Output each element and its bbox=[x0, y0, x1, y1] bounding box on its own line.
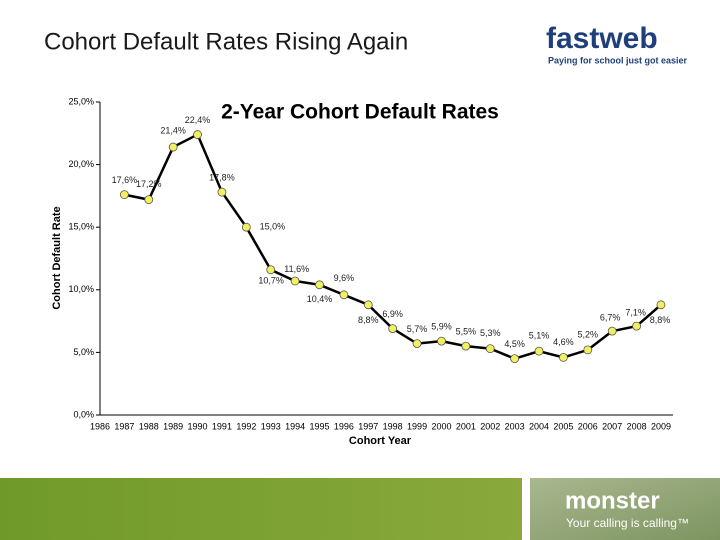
marker bbox=[583, 345, 593, 355]
x-tick-label: 1989 bbox=[163, 421, 183, 431]
x-tick-label: 2001 bbox=[456, 421, 476, 431]
x-tick-label: 2000 bbox=[431, 421, 451, 431]
data-label: 9,6% bbox=[334, 273, 355, 283]
x-tick-label: 2003 bbox=[505, 421, 525, 431]
slide-title: Cohort Default Rates Rising Again bbox=[44, 28, 408, 55]
monster-box bbox=[530, 478, 720, 540]
data-label: 5,5% bbox=[456, 327, 477, 337]
marker bbox=[144, 195, 154, 205]
marker bbox=[119, 190, 129, 200]
y-tick-label: 25,0% bbox=[68, 96, 94, 106]
data-label: 5,3% bbox=[480, 328, 501, 338]
fastweb-tagline: Paying for school just got easier bbox=[548, 55, 688, 65]
x-tick-label: 1994 bbox=[285, 421, 305, 431]
data-label: 5,2% bbox=[578, 329, 599, 339]
data-label: 15,0% bbox=[260, 222, 286, 232]
x-tick-label: 1987 bbox=[114, 421, 134, 431]
data-label: 6,7% bbox=[600, 312, 621, 322]
x-tick-label: 1991 bbox=[212, 421, 232, 431]
data-label: 7,1% bbox=[625, 307, 646, 317]
marker bbox=[266, 265, 276, 275]
x-tick-label: 2006 bbox=[578, 421, 598, 431]
x-tick-label: 2008 bbox=[627, 421, 647, 431]
x-tick-label: 2004 bbox=[529, 421, 549, 431]
data-label: 5,9% bbox=[431, 322, 452, 332]
chart-title: 2-Year Cohort Default Rates bbox=[221, 101, 499, 124]
marker bbox=[241, 222, 251, 232]
data-label: 8,8% bbox=[650, 315, 671, 325]
data-label: 17,8% bbox=[209, 173, 235, 183]
data-label: 22,4% bbox=[185, 115, 211, 125]
x-tick-label: 1990 bbox=[188, 421, 208, 431]
x-tick-label: 1993 bbox=[261, 421, 281, 431]
data-label: 6,9% bbox=[382, 309, 403, 319]
marker bbox=[193, 130, 202, 139]
data-label: 8,8% bbox=[358, 315, 379, 325]
marker bbox=[632, 321, 641, 331]
x-tick-label: 1997 bbox=[358, 421, 378, 431]
monster-logo: monster bbox=[565, 487, 660, 514]
fastweb-logo: fastweb bbox=[546, 22, 658, 55]
x-tick-label: 1995 bbox=[309, 421, 329, 431]
data-label: 10,7% bbox=[258, 275, 284, 285]
x-tick-label: 1996 bbox=[334, 421, 354, 431]
data-label: 4,5% bbox=[504, 339, 525, 349]
x-axis-label: Cohort Year bbox=[349, 435, 412, 447]
marker bbox=[315, 280, 324, 290]
marker bbox=[363, 300, 373, 310]
x-tick-label: 2002 bbox=[480, 421, 500, 431]
y-tick-label: 10,0% bbox=[68, 284, 94, 294]
y-tick-label: 20,0% bbox=[68, 159, 94, 169]
marker bbox=[168, 142, 178, 152]
marker bbox=[485, 344, 495, 354]
bottom-band bbox=[0, 478, 522, 540]
data-label: 5,7% bbox=[407, 324, 428, 334]
data-label: 10,4% bbox=[307, 294, 333, 304]
data-label: 17,2% bbox=[136, 179, 162, 189]
marker bbox=[656, 300, 666, 310]
marker bbox=[339, 290, 349, 300]
marker bbox=[461, 341, 471, 351]
marker bbox=[412, 339, 422, 349]
x-tick-label: 1986 bbox=[90, 421, 110, 431]
y-tick-label: 15,0% bbox=[68, 222, 94, 232]
marker bbox=[607, 326, 617, 336]
marker bbox=[510, 354, 520, 364]
marker bbox=[217, 187, 227, 197]
data-label: 17,6% bbox=[112, 175, 138, 185]
marker bbox=[534, 346, 544, 356]
marker bbox=[290, 276, 300, 286]
x-tick-label: 2007 bbox=[602, 421, 622, 431]
marker bbox=[559, 353, 568, 362]
data-label: 5,1% bbox=[529, 331, 550, 341]
x-tick-label: 2009 bbox=[651, 421, 671, 431]
x-tick-label: 1988 bbox=[139, 421, 159, 431]
data-label: 4,6% bbox=[553, 337, 574, 347]
data-label: 21,4% bbox=[160, 125, 186, 135]
x-tick-label: 1998 bbox=[383, 421, 403, 431]
x-tick-label: 2005 bbox=[553, 421, 573, 431]
x-tick-label: 1992 bbox=[236, 421, 256, 431]
monster-tagline: Your calling is calling™ bbox=[566, 516, 689, 530]
x-tick-label: 1999 bbox=[407, 421, 427, 431]
marker bbox=[388, 324, 398, 334]
y-tick-label: 0,0% bbox=[73, 409, 94, 419]
data-label: 11,6% bbox=[284, 264, 309, 274]
marker bbox=[437, 336, 446, 346]
y-tick-label: 5,0% bbox=[73, 347, 94, 357]
y-axis-label: Cohort Default Rate bbox=[51, 206, 63, 309]
